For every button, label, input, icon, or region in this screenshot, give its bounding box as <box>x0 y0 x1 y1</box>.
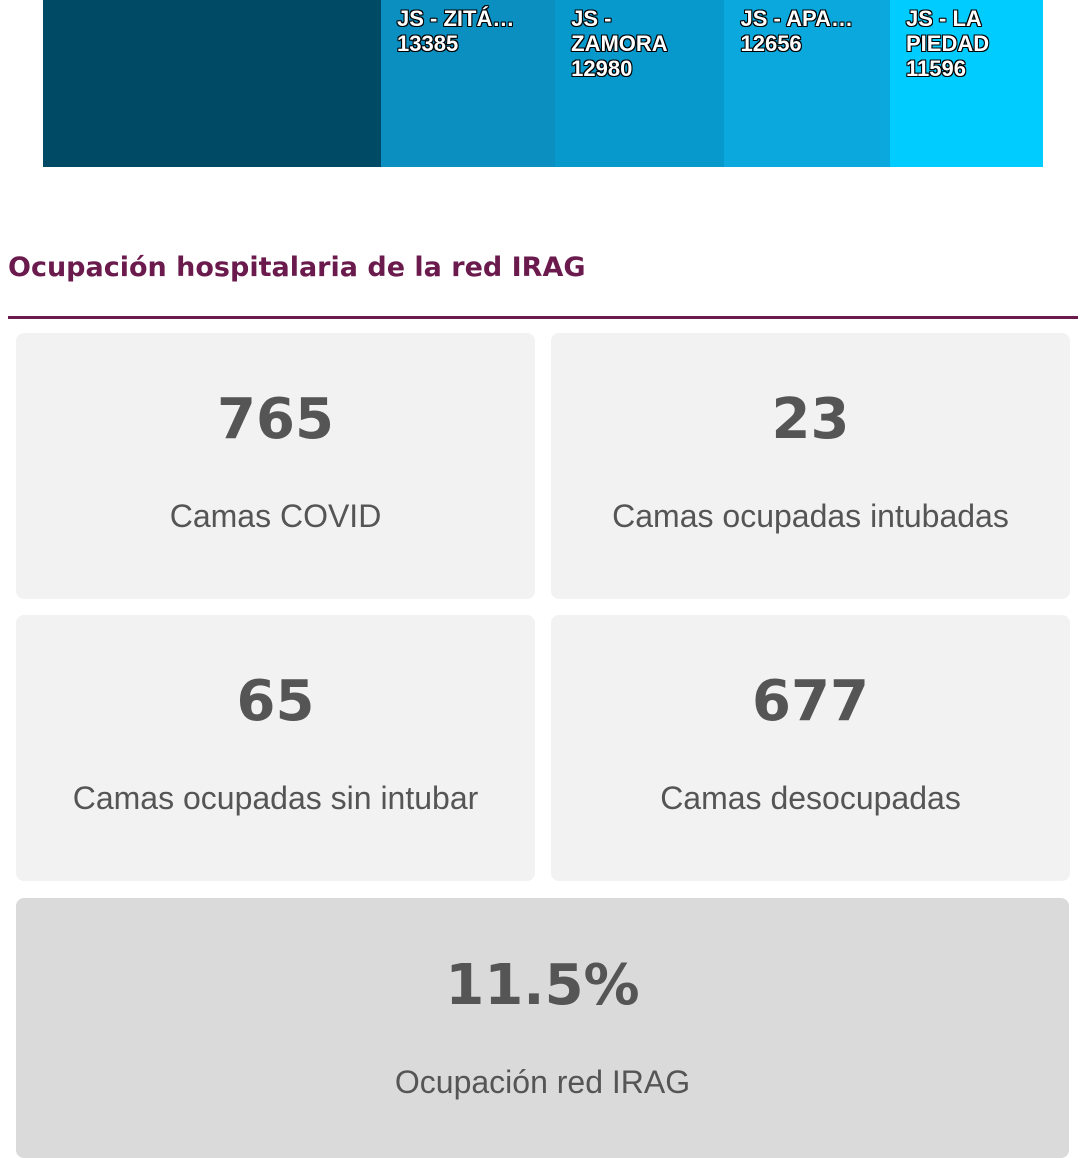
treemap-tile: JS - LA PIEDAD 11596 <box>890 0 1043 167</box>
tile-label: JS - ZITÁ… <box>397 6 515 31</box>
stat-value: 23 <box>771 387 850 452</box>
treemap-tiles: JS - ZITÁ… 13385 JS - ZAMORA 12980 JS - APA…… <box>381 0 1043 167</box>
summary-card: 11.5% Ocupación red IRAG <box>16 898 1069 1158</box>
stat-card: 23 Camas ocupadas intubadas <box>551 333 1070 599</box>
tile-value: 12656 <box>740 31 802 56</box>
tile-label: JS - ZAMORA <box>571 6 668 56</box>
section-title: Ocupación hospitalaria de la red IRAG <box>8 252 586 283</box>
tile-label: JS - APA… <box>740 6 853 31</box>
page: JS - ZITÁ… 13385 JS - ZAMORA 12980 JS - APA…… <box>8 0 1078 1158</box>
treemap-tile: JS - ZITÁ… 13385 <box>381 0 556 167</box>
summary-value: 11.5% <box>445 953 640 1018</box>
stat-card: 65 Camas ocupadas sin intubar <box>16 615 535 881</box>
treemap-tile <box>43 0 381 167</box>
stat-card: 677 Camas desocupadas <box>551 615 1070 881</box>
divider <box>8 316 1078 319</box>
stat-value: 765 <box>217 387 334 452</box>
stat-label: Camas COVID <box>169 498 382 534</box>
stat-label: Camas ocupadas sin intubar <box>72 780 479 816</box>
stat-label: Camas ocupadas intubadas <box>612 498 1009 534</box>
summary-label: Ocupación red IRAG <box>394 1064 691 1100</box>
stat-value: 65 <box>236 669 315 734</box>
stat-value: 677 <box>752 669 869 734</box>
stat-label: Camas desocupadas <box>660 780 961 816</box>
tile-value: 13385 <box>397 31 459 56</box>
tile-value: 11596 <box>906 56 966 81</box>
tile-label: JS - LA PIEDAD <box>906 6 990 56</box>
treemap-tile: JS - ZAMORA 12980 <box>555 0 725 167</box>
treemap-tile: JS - APA… 12656 <box>724 0 890 167</box>
treemap: JS - ZITÁ… 13385 JS - ZAMORA 12980 JS - APA…… <box>43 0 1043 167</box>
tile-value: 12980 <box>571 56 633 81</box>
stat-card: 765 Camas COVID <box>16 333 535 599</box>
